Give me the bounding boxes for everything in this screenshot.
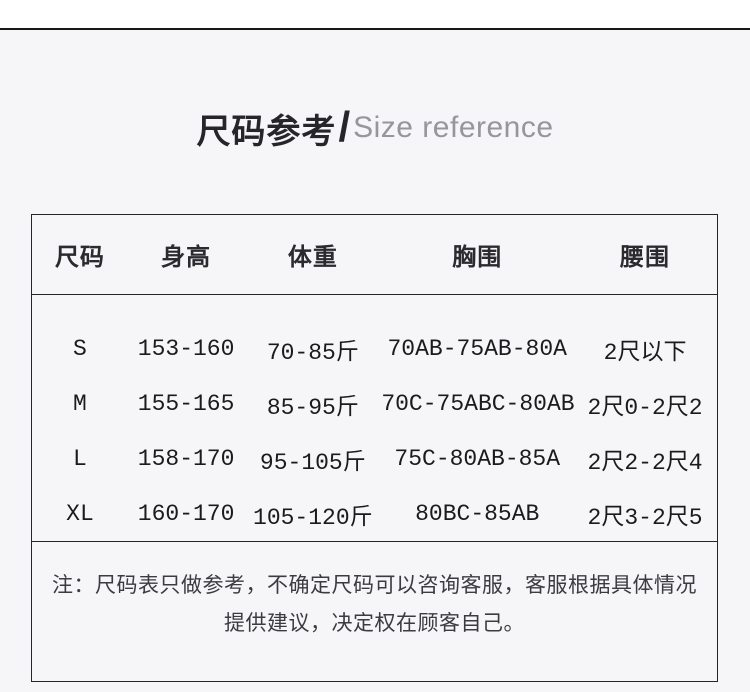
cell-waist: 2尺以下 [603, 339, 687, 366]
title-chinese: 尺码参考 [196, 112, 337, 151]
cell-weight: 70-85斤 [266, 339, 359, 366]
cell-bust: 80BC-85AB [415, 500, 540, 527]
top-divider [0, 0, 750, 30]
size-table-note: 注：尺码表只做参考，不确定尺码可以咨询客服，客服根据具体情况 提供建议，决定权在… [32, 541, 717, 681]
size-table: 尺码 身高 体重 胸围 腰围 S 153-160 70-85斤 70AB-75A… [31, 214, 718, 682]
cell-size: M [73, 390, 87, 417]
cell-height: 158-170 [137, 445, 235, 472]
cell-size: S [73, 335, 87, 362]
cell-waist: 2尺2-2尺4 [587, 449, 703, 476]
title-slash-divider: / [338, 103, 351, 150]
header-size: 尺码 [54, 244, 105, 271]
header-height: 身高 [161, 244, 212, 271]
size-table-body: S 153-160 70-85斤 70AB-75AB-80A 2尺以下 M 15… [32, 295, 717, 541]
table-row-s: S 153-160 70-85斤 70AB-75AB-80A 2尺以下 [32, 321, 717, 376]
table-row-m: M 155-165 85-95斤 70C-75ABC-80AB 2尺0-2尺2 [32, 376, 717, 431]
cell-height: 155-165 [137, 390, 235, 417]
page-title: 尺码参考 / Size reference [0, 100, 750, 156]
cell-weight: 95-105斤 [259, 449, 366, 476]
cell-height: 153-160 [137, 335, 235, 362]
cell-weight: 105-120斤 [253, 504, 373, 531]
cell-height: 160-170 [137, 500, 235, 527]
cell-size: XL [66, 500, 94, 527]
table-row-l: L 158-170 95-105斤 75C-80AB-85A 2尺2-2尺4 [32, 431, 717, 486]
cell-bust: 70C-75ABC-80AB [381, 390, 575, 417]
header-bust: 胸围 [452, 244, 503, 271]
header-weight: 体重 [287, 244, 338, 271]
size-table-header-row: 尺码 身高 体重 胸围 腰围 [32, 215, 717, 295]
cell-waist: 2尺3-2尺5 [587, 504, 703, 531]
header-waist: 腰围 [620, 244, 671, 271]
note-line-1: 注：尺码表只做参考，不确定尺码可以咨询客服，客服根据具体情况 [52, 573, 697, 597]
cell-bust: 70AB-75AB-80A [387, 335, 567, 362]
title-english: Size reference [353, 111, 554, 144]
cell-bust: 75C-80AB-85A [394, 445, 561, 472]
cell-size: L [73, 445, 87, 472]
table-row-xl: XL 160-170 105-120斤 80BC-85AB 2尺3-2尺5 [32, 486, 717, 541]
cell-waist: 2尺0-2尺2 [587, 394, 703, 421]
note-line-2: 提供建议，决定权在顾客自己。 [224, 611, 525, 635]
cell-weight: 85-95斤 [266, 394, 359, 421]
